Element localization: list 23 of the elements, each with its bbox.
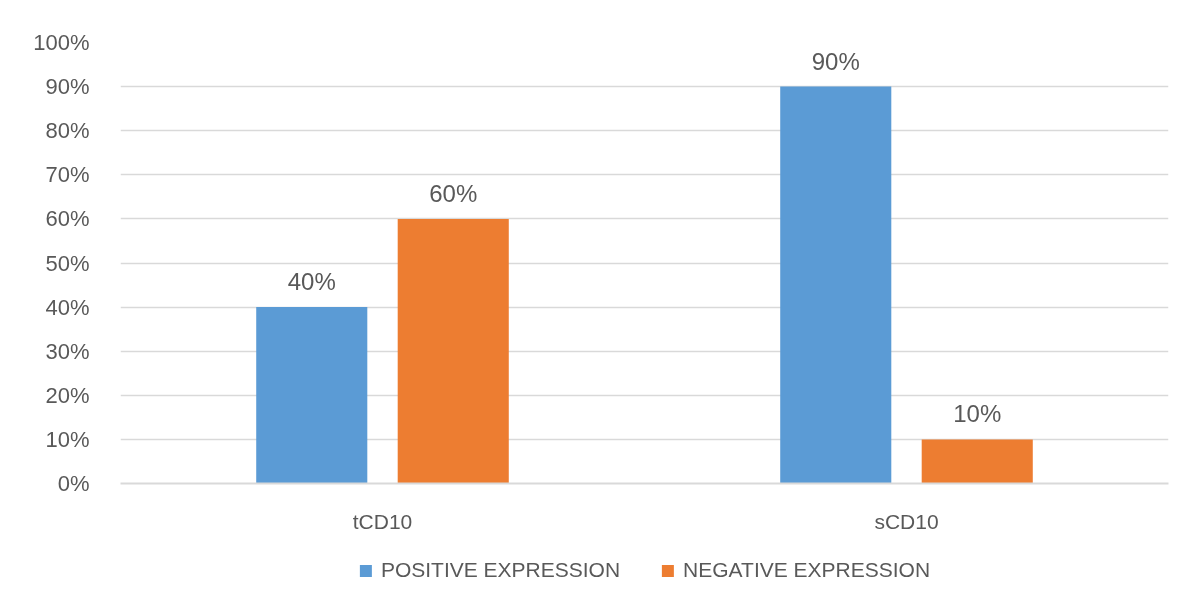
bar xyxy=(256,307,368,484)
bar xyxy=(780,86,892,484)
y-tick-label: 50% xyxy=(45,250,90,276)
y-tick-label: 30% xyxy=(45,338,90,364)
x-tick-label: tCD10 xyxy=(352,509,413,533)
legend-label: POSITIVE EXPRESSION xyxy=(380,558,621,582)
y-tick-label: 60% xyxy=(45,206,90,232)
y-tick-label: 40% xyxy=(45,294,90,320)
data-label: 40% xyxy=(287,268,336,296)
y-tick-label: 100% xyxy=(33,30,90,55)
data-label: 60% xyxy=(429,179,478,207)
data-label: 10% xyxy=(953,400,1002,428)
y-tick-label: 70% xyxy=(45,162,90,188)
data-label: 90% xyxy=(811,47,860,75)
y-tick-label: 0% xyxy=(57,471,90,496)
bar xyxy=(397,218,509,484)
y-tick-label: 90% xyxy=(45,74,90,100)
y-tick-label: 10% xyxy=(45,426,90,452)
legend-label: NEGATIVE EXPRESSION xyxy=(683,558,931,582)
y-tick-label: 80% xyxy=(45,118,90,144)
bar xyxy=(921,439,1033,484)
y-tick-label: 20% xyxy=(45,382,90,408)
x-tick-label: sCD10 xyxy=(874,509,939,533)
